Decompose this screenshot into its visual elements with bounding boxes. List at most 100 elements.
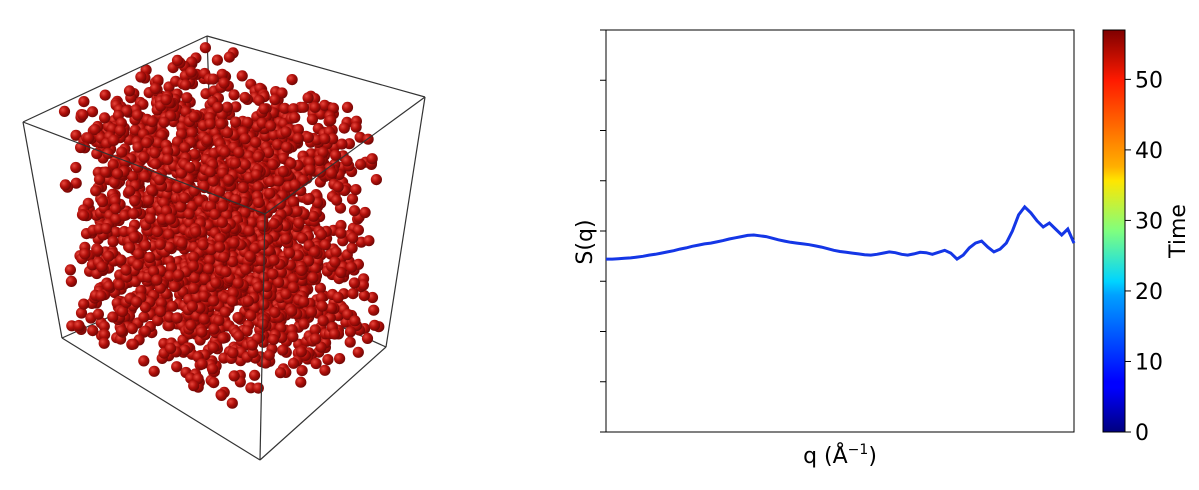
particle (70, 129, 82, 141)
particle (252, 181, 264, 193)
particle (163, 228, 175, 241)
particle (250, 169, 262, 181)
particle (292, 123, 304, 136)
particle (139, 301, 151, 313)
particle (346, 242, 358, 254)
particle (296, 232, 308, 244)
particle (171, 361, 183, 373)
particle (303, 193, 315, 205)
particle (89, 123, 101, 136)
particle (241, 325, 253, 337)
particle (110, 226, 122, 238)
particle (139, 325, 152, 337)
particle (357, 279, 369, 291)
particle (171, 182, 184, 194)
particle (100, 222, 112, 235)
particle (330, 246, 342, 258)
particle (332, 181, 344, 193)
particle (252, 281, 264, 293)
colorbar (1102, 29, 1126, 433)
particle (175, 201, 187, 213)
particle (149, 158, 161, 170)
particle (208, 295, 220, 307)
particle (214, 241, 226, 253)
particle (189, 272, 201, 284)
particle (207, 73, 219, 85)
particle (108, 134, 120, 146)
particle (346, 193, 359, 205)
particle (207, 175, 219, 187)
particle (99, 329, 111, 341)
particle (348, 205, 361, 217)
particle (227, 347, 239, 359)
particle (252, 151, 264, 163)
particle (148, 365, 160, 377)
particle (249, 369, 261, 381)
particle (210, 277, 222, 289)
particle (214, 233, 226, 245)
particle (291, 205, 303, 217)
particle (277, 165, 289, 177)
particle (201, 134, 213, 146)
particle (86, 106, 99, 118)
particle (306, 113, 318, 126)
particle (358, 290, 370, 302)
particle (240, 263, 252, 275)
particle (317, 315, 329, 327)
particle (129, 124, 141, 136)
particle (280, 233, 292, 245)
particle (355, 158, 367, 170)
particle (139, 239, 152, 252)
particle (188, 251, 200, 263)
particle (309, 246, 321, 258)
particle (186, 127, 198, 139)
particle (329, 256, 341, 268)
particle (183, 208, 195, 220)
particle (277, 344, 289, 356)
particle (228, 237, 240, 249)
particle (344, 336, 356, 348)
particle (297, 101, 309, 113)
particle (334, 353, 346, 365)
particle (253, 94, 265, 106)
particle (108, 176, 120, 188)
box-edge (206, 35, 426, 98)
particle (173, 269, 185, 281)
box-edge (22, 121, 63, 339)
particle (187, 260, 199, 272)
particle (267, 334, 280, 346)
particle (269, 94, 281, 106)
particle (262, 146, 275, 159)
particle (258, 103, 270, 115)
particle (180, 79, 192, 91)
particle (110, 203, 122, 215)
particle (162, 145, 174, 157)
particle (307, 210, 320, 222)
particle (347, 232, 359, 244)
particle (293, 217, 305, 229)
box-edge (22, 121, 266, 215)
particle (268, 218, 280, 230)
particle (265, 120, 277, 132)
particle (179, 192, 191, 204)
particle (267, 158, 279, 171)
particle (232, 277, 244, 289)
particle (341, 101, 354, 113)
particle (295, 346, 307, 358)
particle (307, 272, 319, 284)
particle (322, 354, 334, 366)
particle (107, 159, 119, 171)
x-axis-label: q (Å−1) (803, 442, 877, 469)
particle (199, 273, 211, 285)
particle (298, 318, 310, 330)
particle (163, 320, 175, 332)
particle (204, 118, 216, 130)
particle (154, 305, 167, 318)
particle (283, 247, 296, 259)
particle (215, 389, 228, 401)
particle (133, 248, 145, 260)
particle (246, 216, 258, 228)
particle (160, 94, 172, 106)
box-edge (61, 337, 261, 461)
particle (213, 186, 226, 198)
